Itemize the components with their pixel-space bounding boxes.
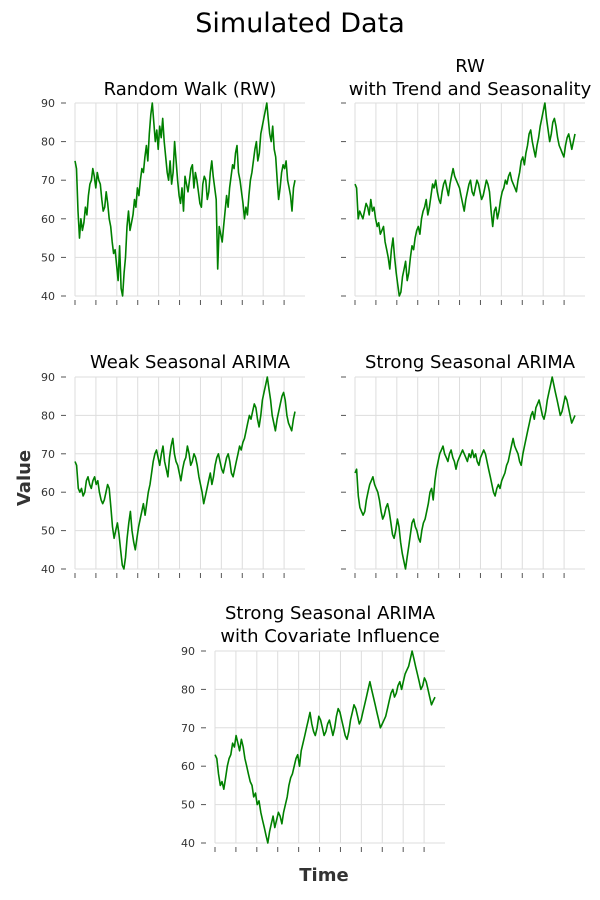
series-line (74, 376, 296, 570)
y-tick-label: 50 (41, 251, 55, 264)
y-tick-label: 80 (41, 136, 55, 149)
y-tick-label: 60 (41, 486, 55, 499)
figure-title: Simulated Data (195, 8, 405, 39)
y-tick-label: 90 (41, 97, 55, 110)
subplot-title: Weak Seasonal ARIMA (90, 352, 291, 373)
subplot-1: 40 50 60 70 80 90 Random Walk (RW) (41, 79, 305, 305)
subplot-title: Random Walk (RW) (104, 79, 277, 100)
series-line (214, 650, 436, 844)
y-tick-label: 50 (41, 525, 55, 538)
y-tick-label: 40 (41, 563, 55, 576)
subplot-4: Strong Seasonal ARIMA (341, 352, 585, 578)
y-tick-label: 60 (181, 760, 195, 773)
y-axis-label: Value (14, 450, 35, 506)
y-tick-label: 70 (41, 448, 55, 461)
y-tick-label: 40 (41, 290, 55, 303)
y-tick-label: 80 (41, 409, 55, 422)
y-tick-label: 60 (41, 213, 55, 226)
subplot-title: Strong Seasonal ARIMA with Covariate Infl… (220, 603, 439, 647)
y-tick-label: 80 (181, 683, 195, 696)
y-tick-label: 40 (181, 837, 195, 850)
x-axis-label: Time (299, 865, 348, 886)
subplot-title: Strong Seasonal ARIMA (365, 352, 576, 373)
y-tick-label: 70 (181, 722, 195, 735)
subplot-title: RW with Trend and Seasonality (349, 56, 592, 100)
subplot-2: RW with Trend and Seasonality (341, 56, 592, 305)
series-line (354, 376, 576, 570)
y-tick-label: 70 (41, 174, 55, 187)
y-tick-label: 90 (41, 371, 55, 384)
series-line (354, 102, 576, 297)
series-line (74, 102, 296, 297)
y-tick-label: 90 (181, 645, 195, 658)
subplot-5: 40 50 60 70 80 90 Strong Seasonal ARIMA with Co… (181, 603, 445, 852)
subplot-3: 40 50 60 70 80 90 Weak Seasonal ARIMA (41, 352, 305, 578)
y-tick-label: 50 (181, 799, 195, 812)
subplots-group: 40 50 60 70 80 90 Random Walk (RW) RW with Trend… (41, 56, 592, 852)
